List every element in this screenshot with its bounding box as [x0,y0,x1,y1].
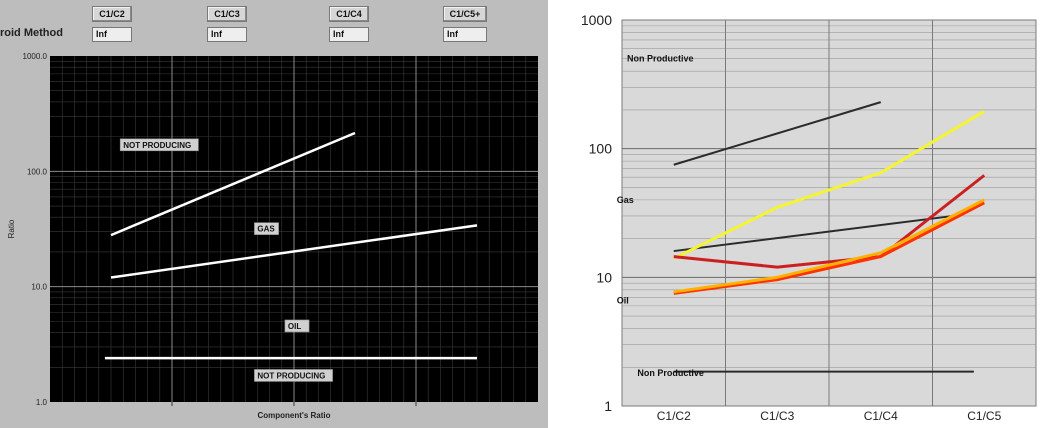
right-x-tick-label: C1/C4 [864,409,898,423]
right-x-tick-labels: C1/C2 C1/C3 C1/C4 C1/C5 [657,409,1002,423]
left-zone-label-text: NOT PRODUCING [257,371,325,380]
right-x-tick-label: C1/C3 [760,409,794,423]
right-y-tick-label: 100 [589,141,613,157]
left-zone-label: OIL [284,319,310,333]
c1-c5-indicator: Inf [443,27,487,42]
right-y-tick-label: 1000 [581,12,612,28]
c1-c2-button[interactable]: C1/C2 [92,6,132,22]
c1-c3-indicator: Inf [207,27,247,42]
left-y-tick-labels: 1.0 10.0 100.0 1000.0 [23,52,417,407]
right-grid [622,20,1036,406]
c1-c2-indicator: Inf [92,27,132,42]
right-series-line-right-black [673,214,954,253]
left-zone-label-text: NOT PRODUCING [123,141,191,150]
c1-c5-button[interactable]: C1/C5+ [443,6,487,22]
right-series-line-orange-red [673,201,985,295]
method-label: roid Method [0,27,63,39]
left-ratio-chart: NOT PRODUCING GAS OIL NOT PRODUCING 1.0 10.0… [7,52,538,420]
left-zone-label: GAS [254,222,279,235]
left-zone-label: NOT PRODUCING [254,369,333,382]
right-series-line-right-black [673,101,882,166]
left-boundary-line [110,224,478,279]
left-zone-label: NOT PRODUCING [119,138,199,152]
right-zone-labels: Non Productive Gas Oil Non Productive [617,54,704,378]
left-y-tick-label: 1.0 [36,398,48,407]
left-y-tick-label: 10.0 [31,283,47,292]
left-zone-label-box [254,369,333,382]
left-zone-label-text: OIL [288,322,301,331]
right-series-line-orange [673,198,985,294]
right-y-tick-label: 10 [596,269,612,285]
left-zone-label-box [119,138,199,152]
left-zone-label-box [284,319,310,333]
left-boundary-line [110,131,356,237]
c1-c3-button[interactable]: C1/C3 [207,6,247,22]
right-series-lines [673,101,986,373]
left-chart-panel: roid Method C1/C2 Inf C1/C3 Inf C1/C4 In… [0,0,548,428]
left-series-lines [104,131,478,360]
c1-c4-indicator: Inf [329,27,369,42]
left-y-axis-label: Ratio [7,219,16,238]
right-zone-label: Oil [617,296,629,306]
left-zone-labels: NOT PRODUCING GAS OIL NOT PRODUCING [119,138,333,382]
right-y-tick-labels: 1 10 100 1000 [581,12,612,414]
right-ratio-chart: Non Productive Gas Oil Non Productive 1 10 10… [581,12,1037,423]
c1-c4-button[interactable]: C1/C4 [329,6,369,22]
right-series-line-yellow [673,110,986,260]
right-y-tick-label: 1 [604,398,612,414]
right-x-tick-label: C1/C2 [657,409,691,423]
left-grid [50,56,538,402]
left-zone-label-text: GAS [257,225,275,234]
left-y-tick-label: 1000.0 [23,52,48,61]
left-y-tick-label: 100.0 [27,167,48,176]
right-zone-label: Gas [617,195,634,205]
left-zone-label-box [254,222,279,235]
right-series-line-red [673,174,986,269]
right-zone-label: Non Productive [637,368,704,378]
right-zone-label: Non Productive [627,54,694,64]
right-x-tick-label: C1/C5 [967,409,1001,423]
left-x-axis-label: Component's Ratio [257,411,330,420]
